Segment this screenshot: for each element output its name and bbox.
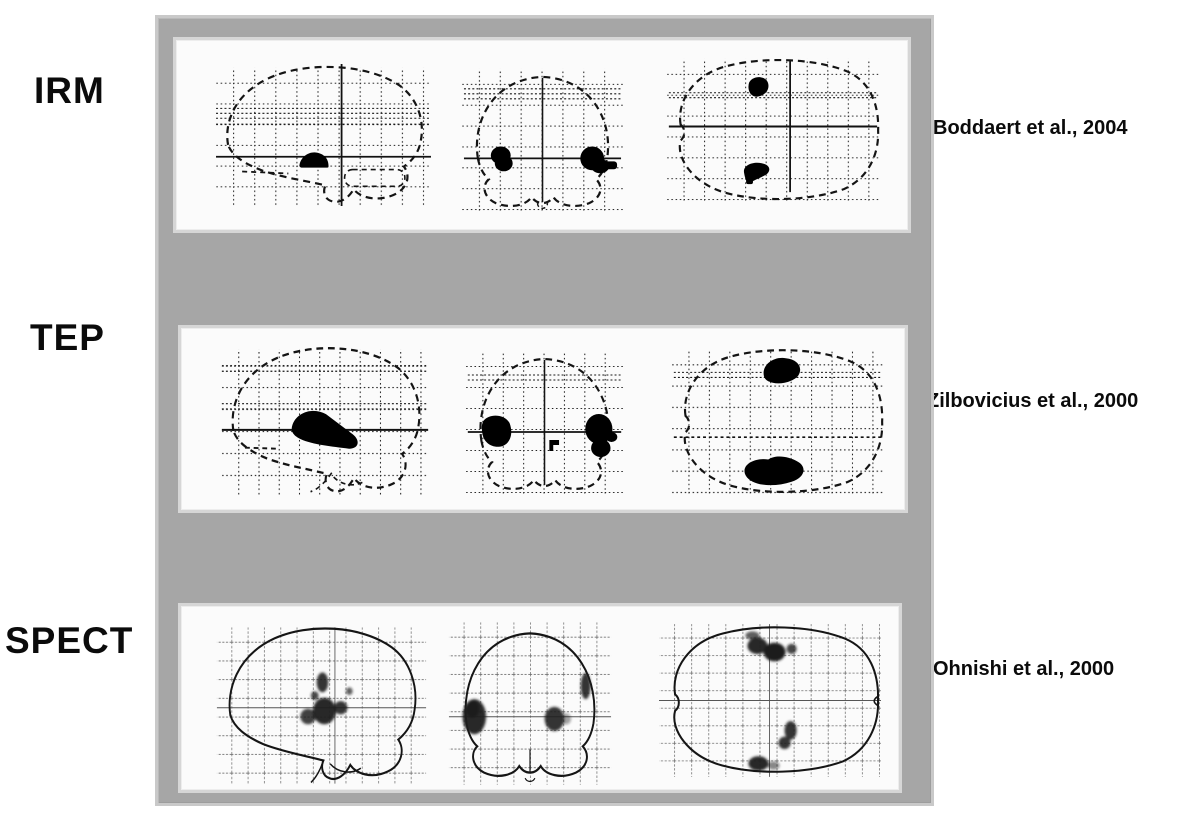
spect-sagittal-glass-brain-icon	[216, 627, 427, 784]
citation-zilbovicius: Zilbovicius et al., 2000	[927, 390, 1139, 412]
spect-coronal-glass-brain-icon	[448, 622, 612, 785]
irm-sagittal-view	[212, 62, 435, 210]
spect-axial-glass-brain-icon	[659, 624, 881, 777]
tep-axial-view	[668, 343, 887, 500]
modality-label-spect: SPECT	[5, 620, 134, 661]
modality-label-tep: TEP	[30, 317, 105, 358]
tep-coronal-glass-brain-icon	[465, 351, 624, 495]
tep-sagittal-view	[218, 343, 432, 500]
irm-strip	[173, 37, 911, 233]
spect-sagittal-view	[215, 623, 428, 788]
citation-boddaert: Boddaert et al., 2004	[933, 117, 1128, 139]
tep-sagittal-glass-brain-icon	[221, 347, 429, 496]
irm-coronal-view	[458, 63, 627, 217]
spect-strip	[178, 603, 902, 793]
irm-coronal-glass-brain-icon	[461, 68, 624, 213]
spect-axial-view	[657, 620, 883, 780]
tep-coronal-view	[462, 345, 627, 500]
irm-axial-view	[663, 53, 883, 207]
modality-label-irm: IRM	[34, 70, 105, 111]
gray-panel	[155, 15, 934, 806]
tep-axial-glass-brain-icon	[671, 349, 884, 495]
irm-axial-glass-brain-icon	[666, 58, 880, 203]
tep-strip	[178, 325, 908, 513]
spect-coronal-view	[447, 618, 613, 788]
irm-sagittal-glass-brain-icon	[216, 63, 431, 207]
citation-ohnishi: Ohnishi et al., 2000	[933, 658, 1115, 680]
